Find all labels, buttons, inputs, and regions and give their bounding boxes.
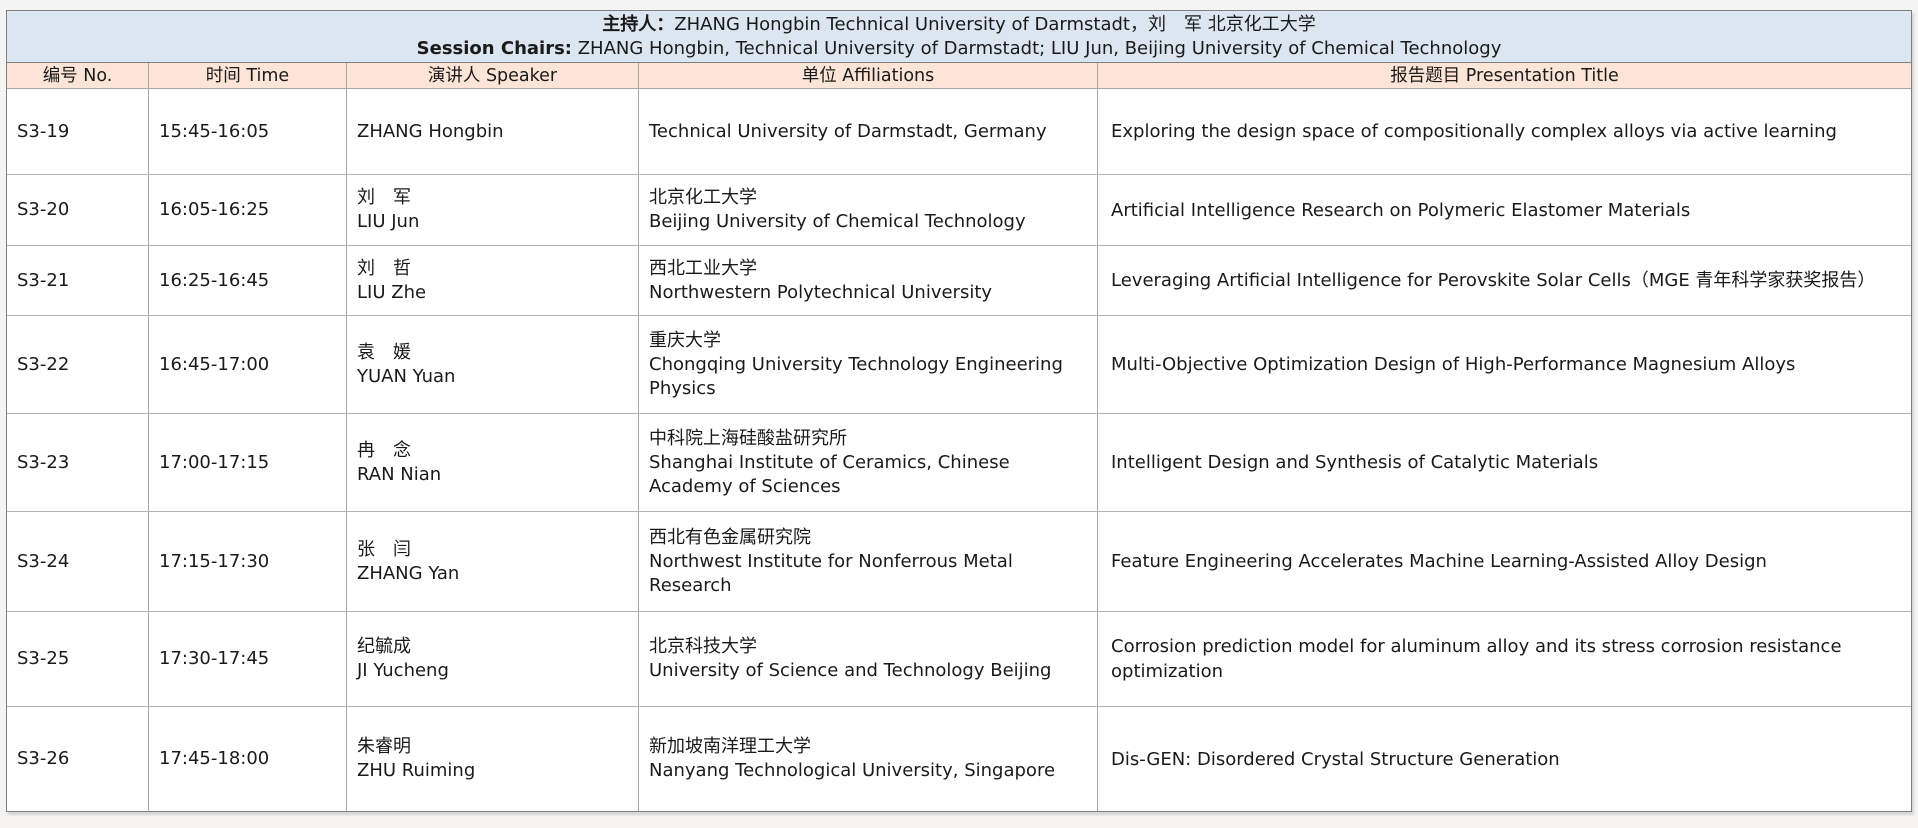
affiliation-zh: 北京科技大学: [649, 636, 757, 657]
affiliation-en: Shanghai Institute of Ceramics, Chinese …: [649, 451, 1010, 497]
cell-affiliation: Technical University of Darmstadt, Germa…: [639, 89, 1098, 174]
cell-time: 16:45-17:00: [149, 316, 347, 413]
table-body: S3-19 15:45-16:05 ZHANG Hongbin Technica…: [7, 89, 1911, 811]
cell-presentation-title: Dis-GEN: Disordered Crystal Structure Ge…: [1111, 748, 1560, 770]
affiliation-zh: 新加坡南洋理工大学: [649, 736, 811, 757]
cell-affiliation: 西北工业大学 Northwestern Polytechnical Univer…: [639, 246, 1098, 315]
cell-presentation-title: Multi-Objective Optimization Design of H…: [1111, 354, 1796, 375]
cell-presentation-title: Corrosion prediction model for aluminum …: [1111, 636, 1842, 682]
speaker-name-zh: 张 闫: [357, 538, 411, 560]
cell-presentation-title: Leveraging Artificial Intelligence for P…: [1111, 270, 1876, 291]
speaker-name-zh: 朱睿明: [357, 736, 411, 757]
table-row: S3-25 17:30-17:45 纪毓成 JI Yucheng 北京科技大学 …: [7, 612, 1911, 707]
speaker-name-en: ZHANG Yan: [357, 562, 460, 584]
affiliation-en: Beijing University of Chemical Technolog…: [649, 211, 1026, 232]
cell-speaker: ZHANG Hongbin: [347, 89, 639, 174]
cell-number: S3-20: [7, 175, 149, 245]
cell-number: S3-22: [7, 316, 149, 413]
session-schedule-table: 主持人：ZHANG Hongbin Technical University o…: [6, 10, 1912, 812]
affiliation-zh: 西北有色金属研究院: [649, 526, 811, 548]
speaker-name-en: LIU Jun: [357, 211, 420, 232]
cell-speaker: 朱睿明 ZHU Ruiming: [347, 707, 639, 811]
affiliation-en: Chongqing University Technology Engineer…: [649, 353, 1063, 399]
cell-time: 17:00-17:15: [149, 414, 347, 511]
column-header-no: 编号 No.: [7, 63, 149, 88]
affiliation-en: University of Science and Technology Bei…: [649, 660, 1052, 681]
speaker-name-zh: 刘 哲: [357, 257, 411, 279]
session-chairs-label-zh: 主持人：: [602, 13, 675, 35]
speaker-name-zh: 刘 军: [357, 187, 411, 208]
affiliation-en: Nanyang Technological University, Singap…: [649, 760, 1056, 781]
cell-number: S3-23: [7, 414, 149, 511]
speaker-name-en: LIU Zhe: [357, 281, 427, 303]
cell-affiliation: 北京化工大学 Beijing University of Chemical Te…: [639, 175, 1098, 245]
session-chairs-line-en: Session Chairs: ZHANG Hongbin, Technical…: [417, 37, 1502, 61]
speaker-name-en: ZHANG Hongbin: [357, 120, 504, 142]
cell-time: 17:30-17:45: [149, 612, 347, 706]
cell-presentation-title: Intelligent Design and Synthesis of Cata…: [1111, 452, 1599, 473]
affiliation-zh: 中科院上海硅酸盐研究所: [649, 427, 847, 449]
session-chairs-banner: 主持人：ZHANG Hongbin Technical University o…: [7, 11, 1911, 63]
cell-number: S3-24: [7, 512, 149, 611]
column-header-row: 编号 No. 时间 Time 演讲人 Speaker 单位 Affiliatio…: [7, 63, 1911, 89]
column-header-affiliations: 单位 Affiliations: [639, 63, 1098, 88]
next-section-strip: [0, 817, 1918, 828]
cell-speaker: 纪毓成 JI Yucheng: [347, 612, 639, 706]
speaker-name-en: ZHU Ruiming: [357, 760, 476, 781]
speaker-name-en: JI Yucheng: [357, 660, 449, 681]
affiliation-zh: 北京化工大学: [649, 187, 757, 208]
cell-time: 16:05-16:25: [149, 175, 347, 245]
speaker-name-zh: 袁 媛: [357, 341, 411, 363]
affiliation-en: Technical University of Darmstadt, Germa…: [649, 120, 1047, 142]
cell-time: 15:45-16:05: [149, 89, 347, 174]
cell-number: S3-21: [7, 246, 149, 315]
affiliation-en: Northwest Institute for Nonferrous Metal…: [649, 550, 1013, 596]
cell-number: S3-26: [7, 707, 149, 811]
table-row: S3-20 16:05-16:25 刘 军 LIU Jun 北京化工大学 Bei…: [7, 175, 1911, 246]
cell-presentation-title: Artificial Intelligence Research on Poly…: [1111, 199, 1691, 221]
column-header-title: 报告题目 Presentation Title: [1390, 65, 1619, 86]
session-chairs-label-en: Session Chairs:: [416, 37, 572, 59]
session-chairs-text-zh: ZHANG Hongbin Technical University of Da…: [674, 13, 1316, 35]
column-header-time: 时间 Time: [149, 63, 347, 88]
cell-number: S3-25: [7, 612, 149, 706]
cell-number: S3-19: [7, 89, 149, 174]
cell-presentation-title: Feature Engineering Accelerates Machine …: [1111, 551, 1767, 572]
table-row: S3-23 17:00-17:15 冉 念 RAN Nian 中科院上海硅酸盐研…: [7, 414, 1911, 512]
cell-speaker: 刘 哲 LIU Zhe: [347, 246, 639, 315]
speaker-name-en: RAN Nian: [357, 463, 442, 485]
cell-affiliation: 新加坡南洋理工大学 Nanyang Technological Universi…: [639, 707, 1098, 811]
cell-time: 17:45-18:00: [149, 707, 347, 811]
speaker-name-zh: 冉 念: [357, 439, 411, 461]
cell-time: 16:25-16:45: [149, 246, 347, 315]
cell-presentation-title: Exploring the design space of compositio…: [1111, 121, 1837, 142]
cell-affiliation: 中科院上海硅酸盐研究所 Shanghai Institute of Cerami…: [639, 414, 1098, 511]
cell-affiliation: 重庆大学 Chongqing University Technology Eng…: [639, 316, 1098, 413]
cell-speaker: 张 闫 ZHANG Yan: [347, 512, 639, 611]
table-row: S3-21 16:25-16:45 刘 哲 LIU Zhe 西北工业大学 Nor…: [7, 246, 1911, 316]
affiliation-zh: 西北工业大学: [649, 257, 757, 279]
cell-affiliation: 北京科技大学 University of Science and Technol…: [639, 612, 1098, 706]
speaker-name-zh: 纪毓成: [357, 636, 411, 657]
session-chairs-line-zh: 主持人：ZHANG Hongbin Technical University o…: [602, 13, 1315, 37]
table-row: S3-24 17:15-17:30 张 闫 ZHANG Yan 西北有色金属研究…: [7, 512, 1911, 612]
cell-speaker: 刘 军 LIU Jun: [347, 175, 639, 245]
table-row: S3-19 15:45-16:05 ZHANG Hongbin Technica…: [7, 89, 1911, 175]
speaker-name-en: YUAN Yuan: [357, 365, 456, 387]
session-chairs-text-en: ZHANG Hongbin, Technical University of D…: [572, 37, 1502, 59]
cell-speaker: 袁 媛 YUAN Yuan: [347, 316, 639, 413]
table-row: S3-26 17:45-18:00 朱睿明 ZHU Ruiming 新加坡南洋理…: [7, 707, 1911, 811]
cell-speaker: 冉 念 RAN Nian: [347, 414, 639, 511]
cell-affiliation: 西北有色金属研究院 Northwest Institute for Nonfer…: [639, 512, 1098, 611]
cell-time: 17:15-17:30: [149, 512, 347, 611]
affiliation-en: Northwestern Polytechnical University: [649, 281, 993, 303]
column-header-speaker: 演讲人 Speaker: [347, 63, 639, 88]
affiliation-zh: 重庆大学: [649, 329, 721, 351]
table-row: S3-22 16:45-17:00 袁 媛 YUAN Yuan 重庆大学 Cho…: [7, 316, 1911, 414]
